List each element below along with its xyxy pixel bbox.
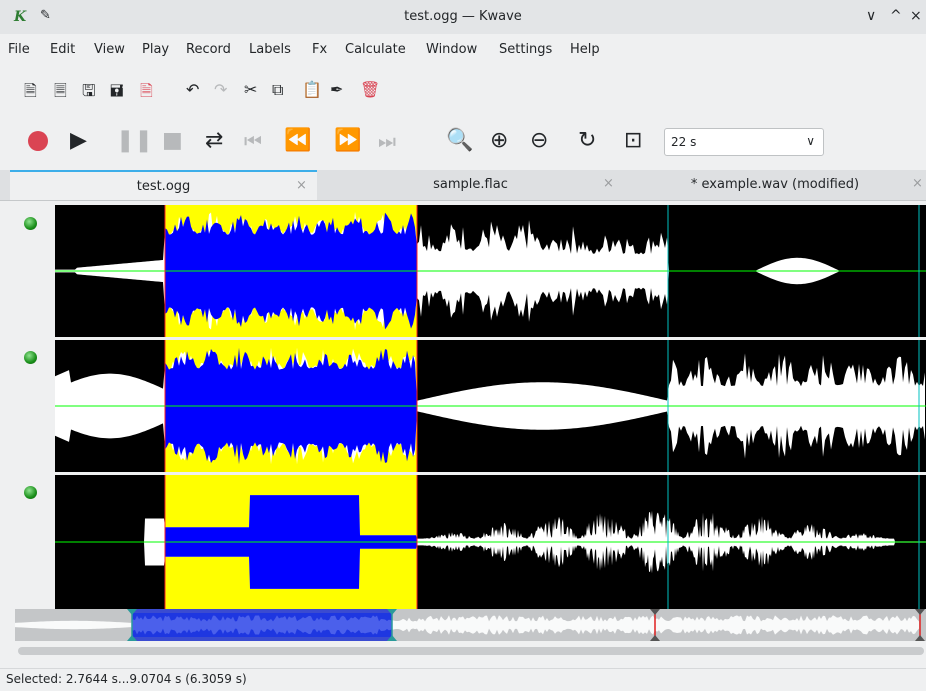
new-file-icon[interactable]: 🗎 — [24, 81, 37, 100]
horizontal-scrollbar[interactable] — [18, 647, 924, 655]
close-icon[interactable]: × — [603, 176, 614, 191]
zoom-select[interactable]: 22 s ∨ — [664, 128, 824, 156]
overview-marker-handle — [915, 609, 925, 615]
stop-icon[interactable]: ■ — [162, 128, 183, 153]
menu-settings[interactable]: Settings — [499, 42, 553, 57]
open-file-icon[interactable]: 🗏 — [54, 81, 67, 100]
menu-window[interactable]: Window — [426, 42, 478, 57]
undo-icon[interactable]: ↶ — [186, 80, 200, 99]
delete-icon[interactable]: 🗑 — [360, 80, 381, 99]
status-text: Selected: 2.7644 s...9.0704 s (6.3059 s) — [6, 672, 247, 686]
copy-icon[interactable]: ⧉ — [272, 80, 284, 99]
menu-play[interactable]: Play — [142, 42, 170, 57]
loop-icon[interactable]: ⇄ — [205, 128, 224, 153]
track-separator — [55, 337, 926, 340]
paste-icon[interactable]: 📋 — [302, 80, 322, 99]
overview-marker-handle — [387, 609, 397, 615]
zoom-in-icon[interactable]: ⊕ — [490, 128, 509, 153]
track-controls — [10, 205, 52, 609]
overview-marker-handle — [650, 635, 660, 641]
menu-labels[interactable]: Labels — [249, 42, 291, 57]
tab-label: * example.wav (modified) — [690, 177, 860, 192]
tab-test-ogg[interactable]: test.ogg × — [10, 170, 317, 200]
zoom-normal-icon[interactable]: ↻ — [578, 128, 597, 153]
overview-bar[interactable] — [15, 609, 926, 641]
zoom-out-icon[interactable]: ⊖ — [530, 128, 549, 153]
overview-canvas[interactable] — [15, 609, 926, 641]
track-3-enable-led[interactable] — [24, 486, 37, 499]
redo-icon[interactable]: ↷ — [214, 80, 228, 99]
zoom-value: 22 s — [671, 135, 697, 149]
record-icon[interactable] — [28, 131, 48, 151]
overview-selection-signal — [132, 613, 392, 637]
menu-fx[interactable]: Fx — [312, 42, 328, 57]
window-title: test.ogg — Kwave — [404, 9, 522, 24]
zoom-all-icon[interactable]: ⊡ — [624, 128, 643, 153]
overview-marker-handle — [915, 635, 925, 641]
tab-label: sample.flac — [433, 177, 508, 192]
title-bar: K ✎ test.ogg — Kwave ∨ ^ × — [0, 0, 926, 34]
maximize-button[interactable]: ^ — [890, 8, 902, 24]
app-logo: K — [14, 9, 27, 25]
track-2-enable-led[interactable] — [24, 351, 37, 364]
overview-marker-handle — [650, 609, 660, 615]
save-as-icon[interactable]: 🖬 — [110, 81, 124, 100]
overview-marker-handle — [387, 635, 397, 641]
tab-example-wav[interactable]: * example.wav (modified) × — [624, 170, 926, 200]
menu-bar: File Edit View Play Record Labels Fx Cal… — [0, 38, 926, 64]
overview-marker-handle — [127, 635, 137, 641]
skip-end-icon[interactable]: ⏭ — [378, 129, 396, 153]
track-separator — [55, 472, 926, 475]
menu-record[interactable]: Record — [186, 42, 231, 57]
chevron-down-icon: ∨ — [806, 134, 815, 148]
overview-marker-handle — [127, 609, 137, 615]
play-icon[interactable]: ▶ — [70, 128, 87, 153]
close-icon[interactable]: × — [912, 176, 923, 191]
menu-view[interactable]: View — [94, 42, 125, 57]
close-icon[interactable]: × — [296, 178, 307, 193]
track-1-enable-led[interactable] — [24, 217, 37, 230]
rewind-icon[interactable]: ⏪ — [284, 128, 312, 153]
close-file-icon[interactable]: 🗎 — [140, 81, 153, 100]
zoom-selection-icon[interactable]: 🔍 — [446, 128, 474, 153]
forward-icon[interactable]: ⏩ — [334, 128, 362, 153]
waveform-canvas[interactable] — [55, 205, 926, 609]
erase-icon[interactable]: ✒ — [330, 80, 344, 99]
tab-label: test.ogg — [136, 179, 191, 194]
close-button[interactable]: × — [910, 8, 922, 24]
menu-edit[interactable]: Edit — [50, 42, 76, 57]
pause-icon[interactable]: ❚❚ — [116, 128, 153, 153]
save-icon[interactable]: 🖫 — [82, 81, 96, 100]
status-bar: Selected: 2.7644 s...9.0704 s (6.3059 s) — [0, 668, 926, 691]
cut-icon[interactable]: ✂ — [244, 80, 258, 99]
signal-view[interactable] — [55, 205, 926, 609]
tab-bar: test.ogg × sample.flac × * example.wav (… — [0, 170, 926, 201]
skip-start-icon[interactable]: ⏮ — [244, 129, 262, 153]
menu-calculate[interactable]: Calculate — [345, 42, 406, 57]
tab-sample-flac[interactable]: sample.flac × — [317, 170, 624, 200]
menu-help[interactable]: Help — [570, 42, 600, 57]
minimize-button[interactable]: ∨ — [866, 8, 877, 24]
menu-file[interactable]: File — [8, 42, 30, 57]
pin-icon[interactable]: ✎ — [40, 8, 51, 23]
